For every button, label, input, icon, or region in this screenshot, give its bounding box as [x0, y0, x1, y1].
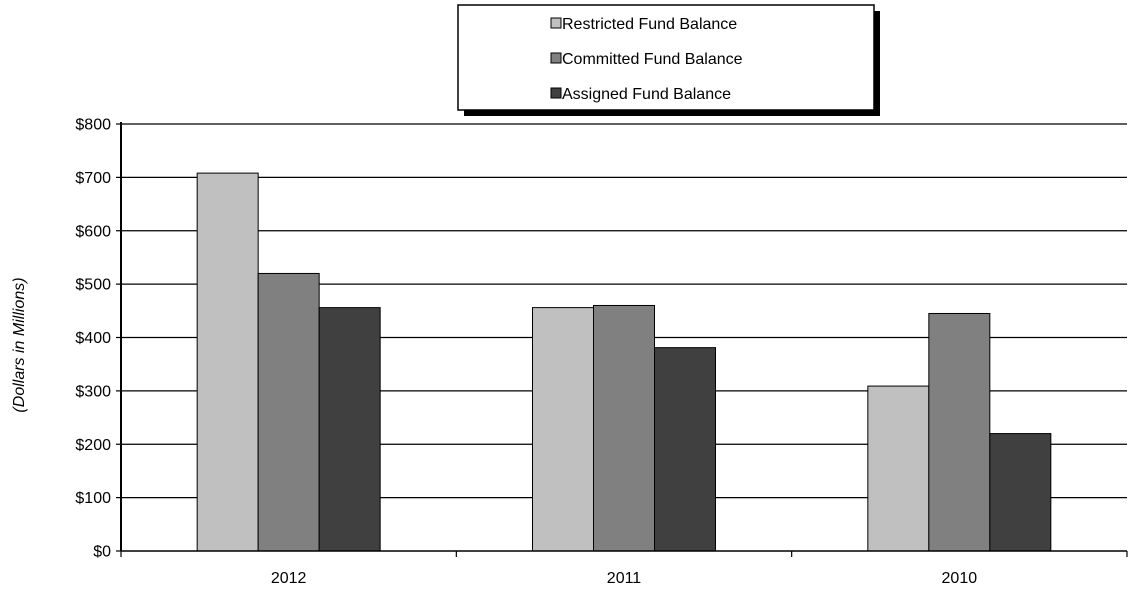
x-tick-label: 2011 — [607, 570, 642, 587]
y-tick-label: $200 — [75, 437, 111, 454]
x-tick-label: 2010 — [942, 570, 978, 587]
bars — [196, 172, 1052, 552]
y-tick-label: $400 — [75, 330, 111, 347]
y-tick-label: $300 — [75, 383, 111, 400]
bar-assigned-fund-balance-2010 — [989, 433, 1052, 552]
legend-swatch — [550, 87, 562, 99]
y-tick-label: $600 — [75, 223, 111, 240]
bar-assigned-fund-balance-2011 — [654, 347, 716, 552]
legend-box — [457, 4, 875, 111]
bar-committed-fund-balance-2012 — [257, 272, 320, 552]
y-tick-label: $0 — [93, 544, 111, 561]
y-tick-label: $800 — [75, 117, 111, 134]
y-axis-label: (Dollars in Millions) — [11, 277, 28, 412]
x-tick-label: 2012 — [271, 570, 307, 587]
x-tick-labels: 2012 2011 2010 — [271, 570, 977, 587]
legend-label: Assigned Fund Balance — [562, 86, 731, 103]
bar-restricted-fund-balance-2011 — [532, 307, 594, 552]
bar-committed-fund-balance-2011 — [593, 304, 655, 552]
legend-label: Restricted Fund Balance — [562, 16, 737, 33]
axes — [120, 122, 1128, 557]
bar-restricted-fund-balance-2012 — [196, 172, 259, 552]
bar-restricted-fund-balance-2010 — [867, 385, 930, 552]
legend-swatch — [550, 17, 562, 29]
legend-swatch — [550, 52, 562, 64]
legend: Restricted Fund Balance Committed Fund Ba… — [457, 4, 880, 116]
y-tick-label: $100 — [75, 490, 111, 507]
bar-committed-fund-balance-2010 — [928, 312, 991, 552]
y-tick-labels: $0 $100 $200 $300 $400 $500 $600 $700 $800 — [75, 117, 111, 561]
y-tick-label: $500 — [75, 277, 111, 294]
bar-assigned-fund-balance-2012 — [318, 307, 381, 552]
legend-label: Committed Fund Balance — [562, 51, 743, 68]
y-tick-label: $700 — [75, 170, 111, 187]
